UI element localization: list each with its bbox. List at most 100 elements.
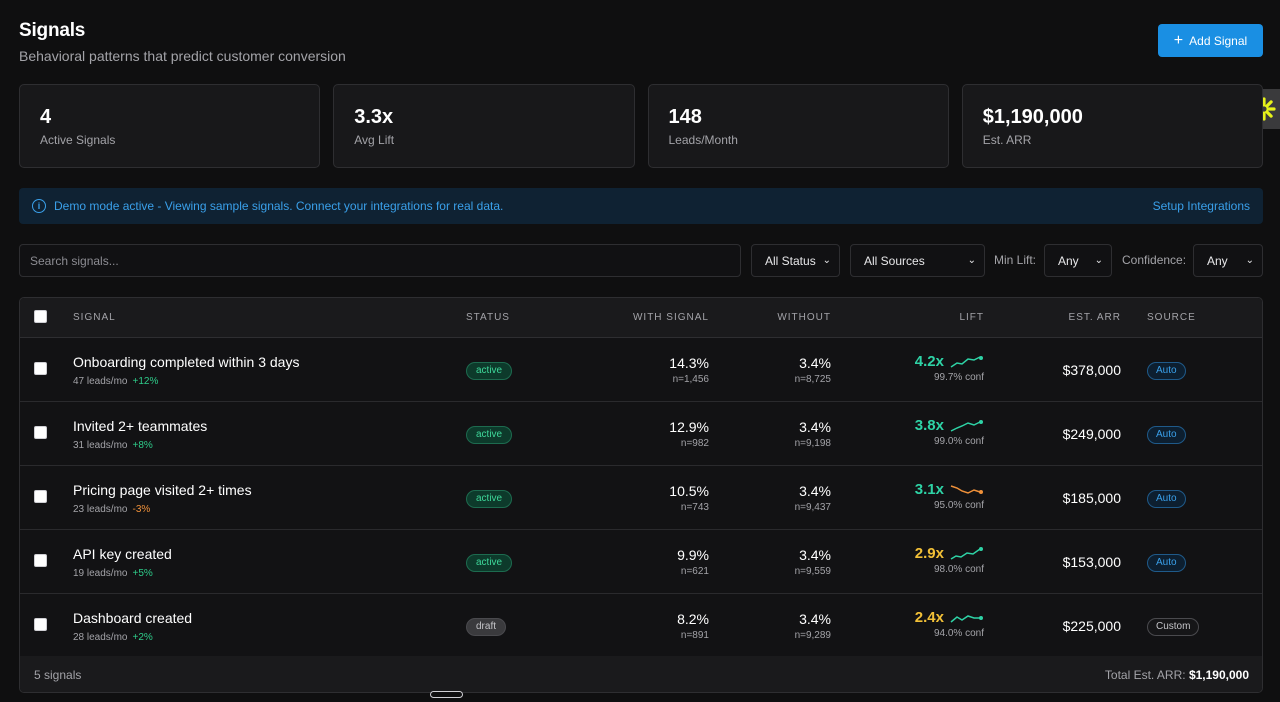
signal-name[interactable]: Invited 2+ teammates: [73, 418, 208, 434]
table-row[interactable]: Onboarding completed within 3 days 47 le…: [20, 338, 1262, 402]
stat-value: 3.3x: [354, 106, 394, 128]
est-arr-value: $153,000: [1062, 554, 1121, 570]
column-header-without[interactable]: Without: [777, 312, 831, 323]
lift-value: 3.8x: [914, 417, 944, 434]
signal-name[interactable]: Pricing page visited 2+ times: [73, 482, 252, 498]
est-arr-value: $378,000: [1062, 362, 1121, 378]
lift-value: 4.2x: [914, 353, 944, 370]
with-signal-rate: 8.2%: [677, 611, 709, 627]
signal-name[interactable]: Onboarding completed within 3 days: [73, 354, 300, 370]
status-filter-select[interactable]: All Status ⌄: [751, 244, 840, 277]
row-checkbox[interactable]: [34, 618, 47, 631]
with-signal-count: n=982: [680, 438, 709, 449]
chevron-down-icon: ⌄: [822, 255, 831, 266]
confidence-label: Confidence:: [1122, 253, 1187, 267]
source-badge: Auto: [1147, 554, 1186, 572]
leads-per-month: 19 leads/mo: [73, 568, 128, 579]
demo-mode-banner: i Demo mode active - Viewing sample sign…: [19, 188, 1263, 224]
without-cell: 3.4% n=9,198: [720, 419, 831, 449]
est-arr-value: $249,000: [1062, 426, 1121, 442]
status-badge: active: [466, 362, 513, 380]
row-checkbox[interactable]: [34, 554, 47, 567]
trend-up-sparkline-icon: [950, 614, 983, 623]
signal-name[interactable]: Dashboard created: [73, 610, 193, 626]
trend-value: +2%: [132, 632, 153, 643]
trend-down-sparkline-icon: [950, 484, 983, 494]
add-signal-button[interactable]: + Add Signal: [1158, 24, 1263, 57]
confidence-select[interactable]: Any ⌄: [1193, 244, 1263, 277]
page-title: Signals: [19, 20, 86, 41]
stat-label: Avg Lift: [354, 133, 395, 147]
stat-card-leads-month: 148 Leads/Month: [647, 84, 949, 168]
row-checkbox[interactable]: [34, 362, 47, 375]
row-checkbox[interactable]: [34, 426, 47, 439]
trend-value: -3%: [132, 504, 151, 515]
search-input[interactable]: [19, 244, 741, 277]
column-header-with-signal[interactable]: With Signal: [632, 312, 709, 323]
setup-integrations-link[interactable]: Setup Integrations: [1152, 199, 1250, 213]
page-subtitle: Behavioral patterns that predict custome…: [19, 48, 346, 64]
stat-value: 4: [40, 106, 52, 128]
with-signal-count: n=1,456: [672, 374, 709, 385]
min-lift-select[interactable]: Any ⌄: [1044, 244, 1112, 277]
without-cell: 3.4% n=8,725: [720, 355, 831, 385]
signal-meta: 19 leads/mo +5%: [73, 568, 153, 579]
table-row[interactable]: Invited 2+ teammates 31 leads/mo +8% acti…: [20, 402, 1262, 466]
signal-meta: 31 leads/mo +8%: [73, 440, 153, 451]
column-header-lift[interactable]: Lift: [959, 312, 984, 323]
without-cell: 3.4% n=9,289: [720, 611, 831, 641]
with-signal-count: n=743: [680, 502, 709, 513]
table-header: Signal Status With Signal Without Lift E…: [20, 298, 1262, 338]
signal-count: 5 signals: [34, 668, 82, 682]
chevron-down-icon: ⌄: [1245, 255, 1254, 266]
lift-confidence: 99.0% conf: [933, 436, 984, 447]
plus-icon: +: [1173, 31, 1184, 49]
without-rate: 3.4%: [799, 483, 831, 499]
stat-label: Leads/Month: [668, 133, 738, 147]
leads-per-month: 23 leads/mo: [73, 504, 128, 515]
signal-meta: 23 leads/mo -3%: [73, 504, 150, 515]
select-all-checkbox[interactable]: [34, 310, 47, 323]
without-count: n=9,289: [794, 630, 831, 641]
trend-value: +8%: [132, 440, 153, 451]
table-row[interactable]: Pricing page visited 2+ times 23 leads/m…: [20, 466, 1262, 530]
lift-value: 2.4x: [914, 609, 944, 626]
lift-value: 3.1x: [914, 481, 944, 498]
column-header-source[interactable]: Source: [1147, 312, 1196, 323]
without-rate: 3.4%: [799, 547, 831, 563]
filter-bar: All Status ⌄ All Sources ⌄ Min Lift: Any…: [19, 244, 1263, 277]
source-badge: Custom: [1147, 618, 1200, 636]
stat-card-est-arr: $1,190,000 Est. ARR: [961, 84, 1263, 168]
with-signal-rate: 14.3%: [669, 355, 709, 371]
stat-value: $1,190,000: [982, 106, 1083, 128]
trend-up-sparkline-icon: [950, 419, 983, 432]
stats-row: 4 Active Signals 3.3x Avg Lift 148 Leads…: [19, 84, 1263, 168]
with-signal-count: n=891: [680, 630, 709, 641]
table-footer: 5 signals Total Est. ARR: $1,190,000: [20, 656, 1262, 692]
without-count: n=8,725: [794, 374, 831, 385]
column-header-signal[interactable]: Signal: [73, 312, 116, 323]
row-checkbox[interactable]: [34, 490, 47, 503]
total-est-arr-value: $1,190,000: [1188, 668, 1249, 682]
source-badge: Auto: [1147, 426, 1186, 444]
column-header-est-arr[interactable]: Est. ARR: [1068, 312, 1121, 323]
source-badge: Auto: [1147, 362, 1186, 380]
lift-value: 2.9x: [914, 545, 944, 562]
table-row[interactable]: API key created 19 leads/mo +5% active 9.…: [20, 530, 1262, 594]
status-filter-value: All Status: [765, 253, 816, 268]
est-arr-value: $185,000: [1062, 490, 1121, 506]
total-est-arr-label: Total Est. ARR:: [1104, 668, 1186, 682]
signals-table: Signal Status With Signal Without Lift E…: [19, 297, 1263, 693]
signal-name[interactable]: API key created: [73, 546, 172, 562]
stat-label: Est. ARR: [982, 133, 1032, 147]
scroll-handle[interactable]: [430, 691, 463, 698]
stat-value: 148: [668, 106, 702, 128]
column-header-status[interactable]: Status: [466, 312, 510, 323]
table-row[interactable]: Dashboard created 28 leads/mo +2% draft 8…: [20, 594, 1262, 658]
lift-cell: 2.9x 98.0% conf: [880, 545, 984, 575]
trend-up-sparkline-icon: [950, 546, 983, 560]
status-badge: active: [466, 490, 513, 508]
sources-filter-select[interactable]: All Sources ⌄: [850, 244, 985, 277]
leads-per-month: 31 leads/mo: [73, 440, 128, 451]
min-lift-label: Min Lift:: [994, 253, 1037, 267]
